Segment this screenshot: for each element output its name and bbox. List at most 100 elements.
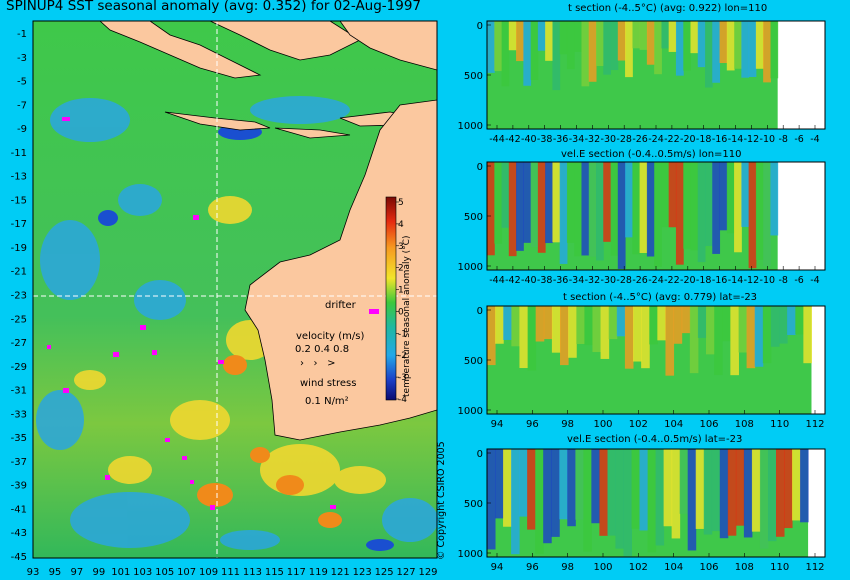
section-x-tick: -16 [712, 134, 728, 145]
section-band [552, 21, 561, 91]
section-x-tick: 104 [664, 419, 683, 430]
section-band [588, 162, 597, 257]
section-band [784, 449, 793, 529]
section-band [683, 162, 691, 249]
section-band [663, 449, 673, 527]
section-band [567, 449, 576, 527]
section-t-lat23: 0 500 1000 94 96 98 100 102 104 106 108 110 112 [458, 305, 826, 430]
section-band [703, 449, 713, 535]
section-band [730, 306, 739, 376]
map-lat-tick: -25 [11, 314, 27, 325]
map-lat-tick: -15 [11, 195, 27, 206]
section-band [511, 306, 520, 347]
section-band [487, 449, 496, 550]
section-x-tick: -26 [632, 134, 648, 145]
legend-velocity-arrows: › › > [300, 358, 336, 369]
map-lon-tick: 103 [133, 567, 152, 578]
section-band [748, 21, 757, 77]
section-x-tick: 104 [664, 562, 683, 573]
section-band [632, 21, 641, 49]
section-band [559, 449, 568, 520]
section-band [705, 21, 713, 88]
section-band [494, 162, 503, 244]
section-band [523, 162, 532, 243]
section-band [581, 21, 590, 87]
section-x-tick: 102 [629, 562, 648, 573]
section-x-tick: 96 [526, 562, 539, 573]
section-band [575, 449, 584, 520]
section-x-tick: -24 [648, 275, 664, 286]
section-x-tick: -40 [521, 275, 537, 286]
section-x-tick: -24 [648, 134, 664, 145]
section-band [719, 21, 728, 64]
section-x-tick: -38 [537, 134, 553, 145]
section-band [592, 306, 602, 353]
map-lat-tick: -35 [11, 433, 27, 444]
section-x-tick: 98 [561, 562, 574, 573]
section-band [537, 162, 546, 253]
section-y-tick: 0 [477, 21, 483, 32]
section-band [503, 306, 512, 340]
section-band [697, 21, 706, 68]
legend-drifter-label: drifter [325, 300, 356, 311]
map-lon-tick: 101 [111, 567, 130, 578]
section-x-tick: -32 [585, 275, 601, 286]
section-band [508, 21, 517, 51]
legend-wind-title: wind stress [300, 378, 357, 389]
section-x-tick: -20 [680, 275, 696, 286]
section-band [615, 449, 624, 549]
colorbar-tick: 1 [398, 286, 404, 296]
section-band [741, 21, 750, 78]
section-x-tick: -28 [616, 275, 632, 286]
section-x-tick: -6 [794, 275, 803, 286]
section-band [683, 21, 691, 71]
map-lat-tick: -1 [17, 29, 27, 40]
map-lat-tick: -5 [17, 77, 27, 88]
map-lon-tick: 93 [27, 567, 40, 578]
map-lon-tick: 119 [309, 567, 328, 578]
section-y-tick: 500 [464, 499, 483, 510]
section-band [755, 162, 764, 260]
section-band [759, 449, 769, 549]
section-band [566, 162, 575, 243]
map-lat-tick: -39 [11, 481, 27, 492]
map-lat-tick: -9 [17, 124, 27, 135]
section-band [661, 162, 670, 228]
section-band [727, 449, 737, 536]
map-lon-tick: 97 [71, 567, 84, 578]
section-x-tick: 94 [491, 562, 504, 573]
map-lon-tick: 99 [92, 567, 105, 578]
map-lat-tick: -45 [11, 552, 27, 563]
map-lat-tick: -13 [11, 172, 27, 183]
section-x-tick: 94 [491, 419, 504, 430]
section-band [494, 21, 503, 72]
section-band [641, 306, 650, 369]
section-band [746, 306, 756, 369]
section-band [697, 162, 706, 263]
section-band [537, 21, 546, 51]
map-lon-tick: 105 [155, 567, 174, 578]
section-band [770, 21, 779, 79]
colorbar-tick: 2 [398, 264, 404, 274]
section-1-title: vel.E section (-0.4..0.5m/s) lon=110 [561, 149, 742, 160]
section-0-title: t section (-4..5°C) (avg: 0.922) lon=110 [568, 3, 768, 14]
map-lon-tick: 117 [287, 567, 306, 578]
section-x-tick: -12 [744, 134, 760, 145]
colorbar-tick: -2 [398, 351, 407, 361]
section-band [617, 162, 626, 269]
section-x-tick: -10 [760, 275, 776, 286]
section-x-tick: -18 [696, 275, 712, 286]
section-band [762, 306, 772, 364]
section-band [647, 449, 657, 553]
map-lat-axis: -1 -3 -5 -7 -9 -11 -13 -15 -17 -19 -21 -23 -25 -27 -29… [11, 29, 27, 563]
section-band [487, 306, 496, 366]
section-x-tick: -26 [632, 275, 648, 286]
section-band [596, 21, 604, 66]
map-lon-tick: 113 [243, 567, 262, 578]
section-band [600, 306, 610, 359]
section-band [608, 306, 618, 340]
section-band [576, 306, 585, 345]
section-x-tick: 110 [770, 562, 789, 573]
section-band [530, 162, 539, 248]
section-band [690, 162, 699, 251]
